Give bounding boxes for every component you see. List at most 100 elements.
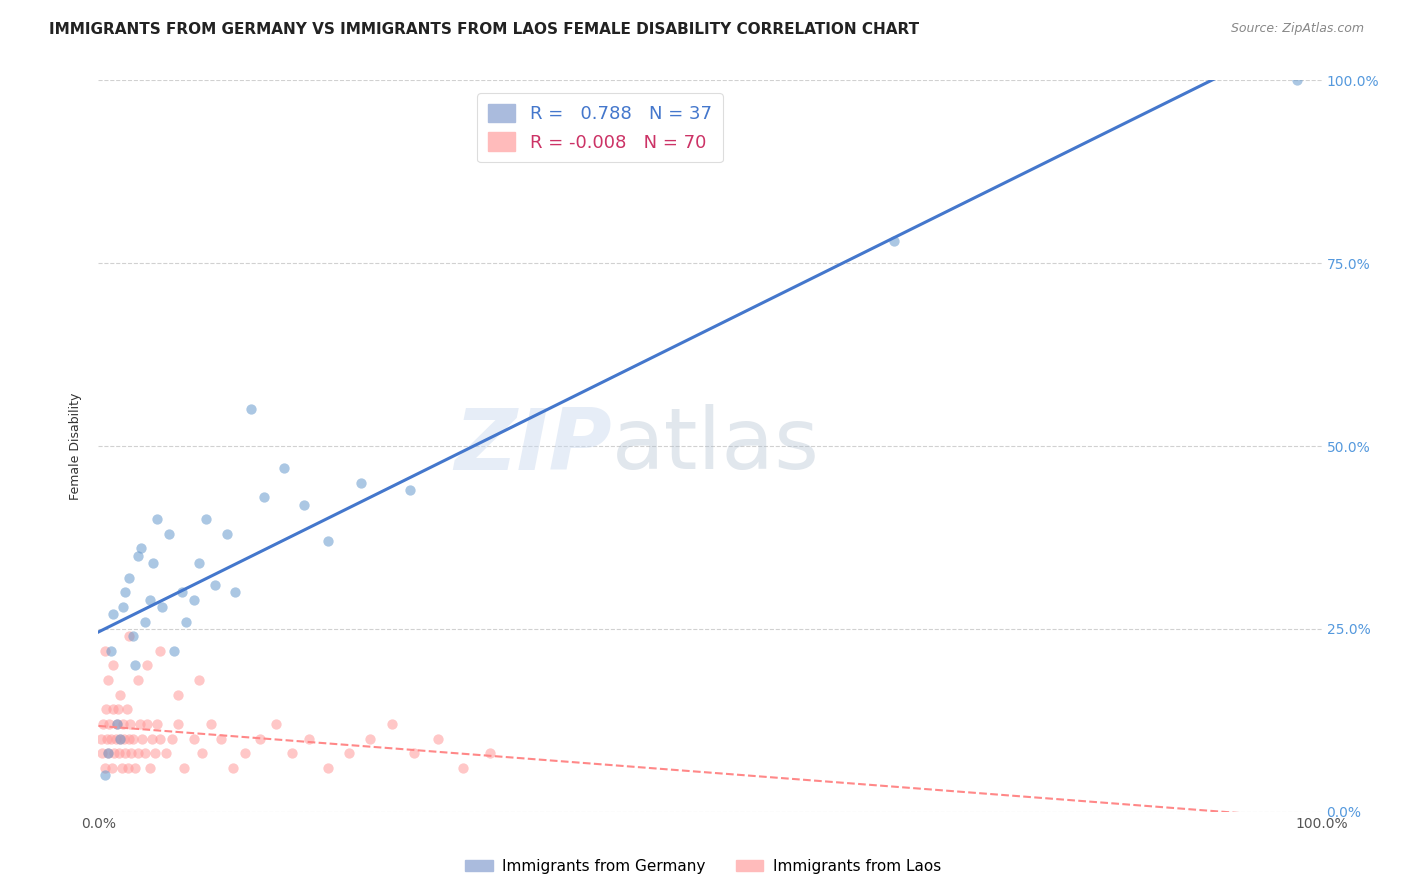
- Point: [160, 731, 183, 746]
- Legend: Immigrants from Germany, Immigrants from Laos: Immigrants from Germany, Immigrants from…: [460, 853, 946, 880]
- Point: [110, 731, 132, 746]
- Point: [187, 673, 209, 687]
- Text: IMMIGRANTS FROM GERMANY VS IMMIGRANTS FROM LAOS FEMALE DISABILITY CORRELATION CH: IMMIGRANTS FROM GERMANY VS IMMIGRANTS FR…: [49, 22, 920, 37]
- Point: [114, 585, 136, 599]
- Point: [1286, 73, 1309, 87]
- Point: [101, 761, 124, 775]
- Point: [103, 746, 125, 760]
- Point: [139, 592, 162, 607]
- Point: [167, 717, 190, 731]
- Point: [249, 731, 271, 746]
- Point: [90, 731, 112, 746]
- Point: [136, 717, 159, 731]
- Point: [215, 526, 238, 541]
- Point: [97, 746, 120, 760]
- Point: [204, 578, 226, 592]
- Point: [149, 731, 172, 746]
- Point: [110, 688, 132, 702]
- Point: [134, 746, 156, 760]
- Point: [298, 731, 321, 746]
- Point: [176, 615, 198, 629]
- Point: [318, 534, 340, 549]
- Point: [146, 717, 169, 731]
- Point: [146, 512, 169, 526]
- Point: [91, 717, 114, 731]
- Point: [157, 526, 180, 541]
- Point: [105, 717, 128, 731]
- Point: [273, 461, 295, 475]
- Point: [127, 746, 149, 760]
- Point: [129, 541, 152, 556]
- Point: [209, 731, 232, 746]
- Point: [114, 746, 136, 760]
- Y-axis label: Female Disability: Female Disability: [69, 392, 83, 500]
- Point: [94, 702, 117, 716]
- Point: [280, 746, 302, 760]
- Point: [93, 761, 115, 775]
- Point: [264, 717, 287, 731]
- Point: [107, 702, 129, 716]
- Point: [381, 717, 404, 731]
- Point: [200, 717, 222, 731]
- Point: [117, 761, 139, 775]
- Point: [167, 688, 190, 702]
- Point: [195, 512, 218, 526]
- Point: [233, 746, 256, 760]
- Point: [115, 702, 138, 716]
- Point: [111, 717, 134, 731]
- Point: [121, 629, 143, 643]
- Point: [118, 731, 141, 746]
- Point: [121, 731, 143, 746]
- Point: [124, 658, 146, 673]
- Point: [91, 746, 114, 760]
- Point: [402, 746, 425, 760]
- Point: [124, 761, 146, 775]
- Point: [93, 644, 115, 658]
- Point: [129, 717, 152, 731]
- Point: [292, 498, 315, 512]
- Point: [173, 761, 195, 775]
- Point: [337, 746, 360, 760]
- Point: [150, 599, 173, 614]
- Point: [97, 673, 120, 687]
- Point: [451, 761, 474, 775]
- Point: [183, 592, 205, 607]
- Point: [240, 402, 263, 417]
- Text: atlas: atlas: [612, 404, 820, 488]
- Point: [112, 731, 135, 746]
- Point: [883, 234, 905, 248]
- Point: [224, 585, 246, 599]
- Point: [163, 644, 186, 658]
- Point: [478, 746, 501, 760]
- Point: [120, 746, 142, 760]
- Point: [93, 768, 115, 782]
- Point: [131, 731, 153, 746]
- Point: [134, 615, 156, 629]
- Point: [127, 549, 149, 563]
- Point: [100, 731, 122, 746]
- Point: [101, 607, 124, 622]
- Point: [108, 746, 131, 760]
- Point: [252, 490, 274, 504]
- Point: [141, 731, 163, 746]
- Point: [118, 571, 141, 585]
- Point: [120, 717, 142, 731]
- Point: [183, 731, 205, 746]
- Point: [97, 746, 120, 760]
- Point: [155, 746, 177, 760]
- Point: [222, 761, 245, 775]
- Point: [98, 717, 121, 731]
- Point: [191, 746, 214, 760]
- Point: [142, 556, 165, 570]
- Point: [139, 761, 162, 775]
- Legend: R =   0.788   N = 37, R = -0.008   N = 70: R = 0.788 N = 37, R = -0.008 N = 70: [478, 93, 723, 162]
- Point: [427, 731, 450, 746]
- Text: Source: ZipAtlas.com: Source: ZipAtlas.com: [1230, 22, 1364, 36]
- Point: [127, 673, 149, 687]
- Point: [143, 746, 166, 760]
- Point: [136, 658, 159, 673]
- Text: ZIP: ZIP: [454, 404, 612, 488]
- Point: [399, 483, 422, 497]
- Point: [118, 629, 141, 643]
- Point: [101, 702, 124, 716]
